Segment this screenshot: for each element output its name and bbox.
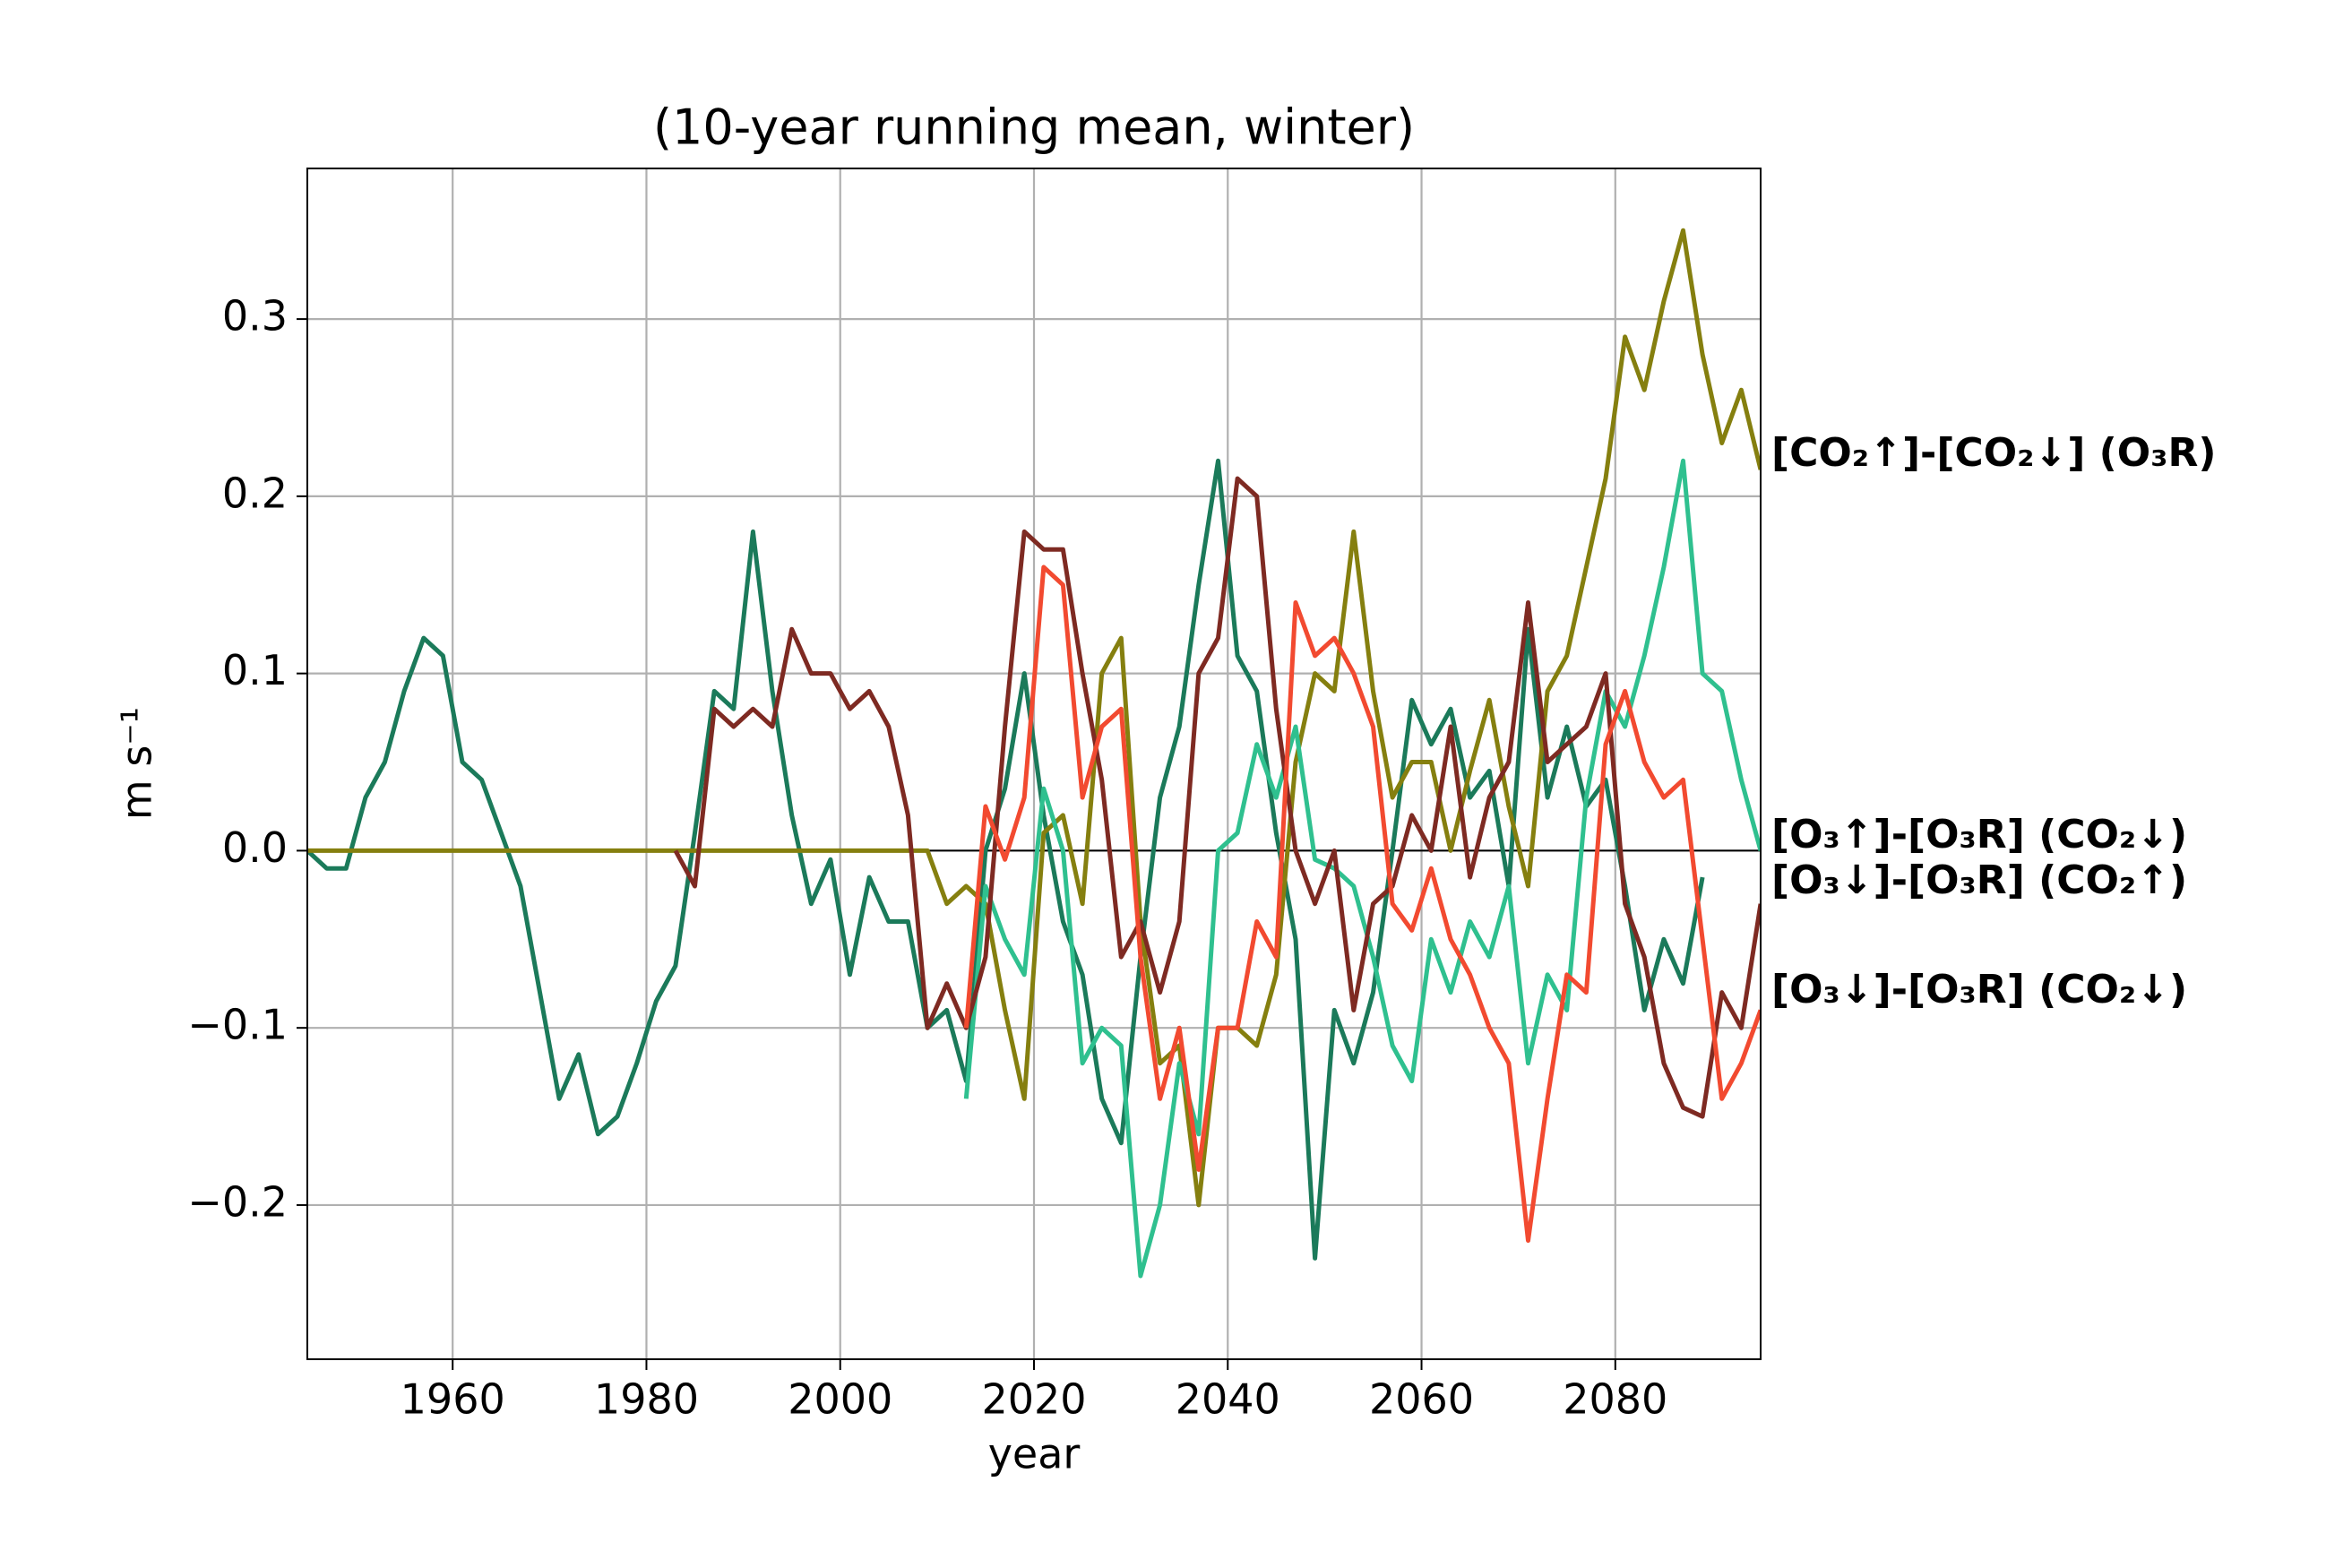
x-tick-label: 2080 (1563, 1375, 1667, 1424)
plot-frame (306, 168, 1762, 1360)
x-tick-label: 2000 (788, 1375, 892, 1424)
series-label: [CO₂↑]-[CO₂↓] (O₃R) (1771, 430, 2216, 476)
x-tick-label: 1980 (594, 1375, 699, 1424)
y-tick-label: 0.0 (222, 823, 288, 872)
series-label: [O₃↑]-[O₃R] (CO₂↓) (1771, 812, 2187, 857)
y-tick-label: 0.3 (222, 292, 288, 340)
y-tick-label: −0.1 (187, 1001, 288, 1049)
series-label: [O₃↓]-[O₃R] (CO₂↓) (1771, 967, 2187, 1012)
series-line (963, 564, 1761, 1243)
y-tick-label: −0.2 (187, 1177, 288, 1226)
chart-title: (10-year running mean, winter) (653, 99, 1415, 156)
y-axis-label: m s⁻¹ (113, 707, 161, 820)
series-line (307, 458, 1705, 1261)
x-tick-label: 2040 (1176, 1375, 1280, 1424)
y-tick-label: 0.1 (222, 646, 288, 694)
x-axis-label: year (988, 1430, 1081, 1478)
x-tick-label: 1960 (401, 1375, 505, 1424)
series-line (673, 476, 1761, 1119)
series-line (963, 458, 1761, 1279)
series-label: [O₃↓]-[O₃R] (CO₂↑) (1771, 857, 2187, 903)
x-tick-label: 2020 (981, 1375, 1086, 1424)
series-line (307, 228, 1761, 1208)
y-tick-label: 0.2 (222, 469, 288, 517)
x-tick-label: 2060 (1369, 1375, 1474, 1424)
